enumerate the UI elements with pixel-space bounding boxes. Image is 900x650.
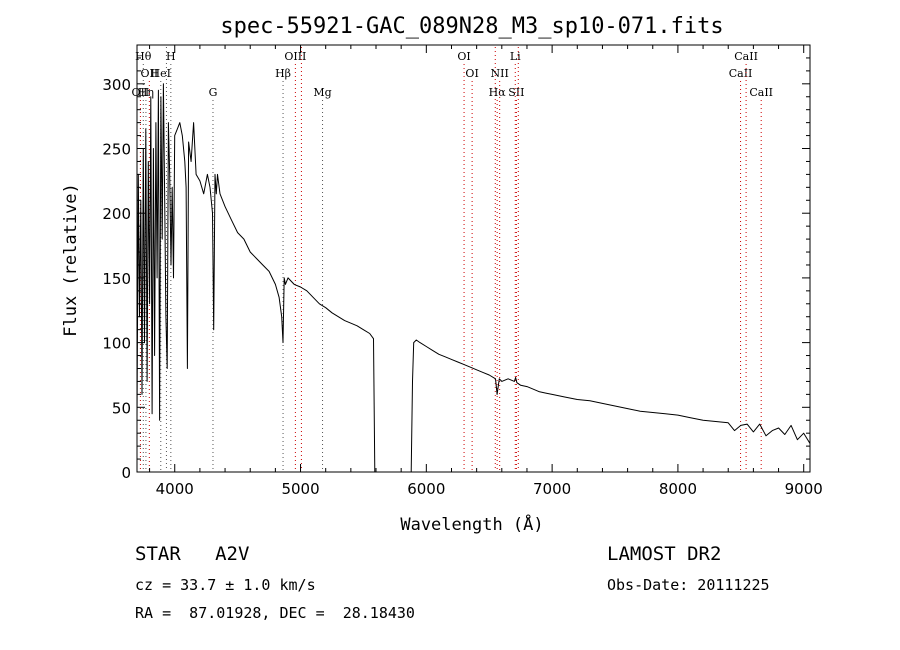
survey-label: LAMOST DR2 [607, 543, 722, 565]
plot-frame [136, 44, 811, 473]
line-label-22: CaII [749, 86, 773, 99]
x-tick-label: 7000 [533, 480, 571, 498]
y-axis-label: Flux (relative) [61, 183, 81, 337]
y-tick-label: 50 [112, 399, 131, 417]
line-label-12: OI [457, 50, 470, 63]
y-tick-label: 200 [102, 205, 131, 223]
y-tick-label: 100 [102, 335, 131, 353]
x-axis-label: Wavelength (Å) [400, 513, 543, 535]
line-label-8: Hβ [275, 67, 291, 80]
line-label-20: CaII [729, 67, 753, 80]
y-tick-label: 150 [102, 270, 131, 288]
x-tick-label: 4000 [156, 480, 194, 498]
chart-title: spec-55921-GAC_089N28_M3_sp10-071.fits [220, 14, 723, 39]
line-label-7: G [209, 86, 218, 99]
line-label-6: H [166, 50, 176, 63]
line-label-9: OIII [284, 50, 306, 63]
line-label-21: CaII [734, 50, 758, 63]
coordinates-label: RA = 87.01928, DEC = 28.18430 [135, 604, 415, 622]
obs-date-label: Obs-Date: 20111225 [607, 576, 770, 594]
x-tick-label: 8000 [659, 480, 697, 498]
redshift-label: cz = 33.7 ± 1.0 km/s [135, 576, 316, 594]
line-label-2: Hη [138, 86, 154, 99]
spectrum-line [136, 83, 811, 473]
line-label-3: OII [140, 67, 158, 80]
line-label-18: SII [508, 86, 524, 99]
line-label-1: Hθ [135, 50, 152, 63]
y-tick-label: 0 [121, 464, 131, 482]
x-tick-label: 6000 [407, 480, 445, 498]
line-label-4: HeI [151, 67, 171, 80]
object-class-label: STAR A2V [135, 543, 250, 565]
line-label-11: Mg [313, 86, 331, 99]
line-label-5: K [162, 0, 171, 3]
line-label-17: Li [510, 50, 521, 63]
y-tick-label: 300 [102, 76, 131, 94]
x-tick-label: 9000 [785, 480, 823, 498]
line-label-15: Hα [489, 86, 507, 99]
line-label-0: OII [132, 86, 150, 99]
line-label-16: NII [491, 67, 509, 80]
line-label-13: OI [465, 67, 478, 80]
x-tick-label: 5000 [281, 480, 319, 498]
y-tick-label: 250 [102, 141, 131, 159]
